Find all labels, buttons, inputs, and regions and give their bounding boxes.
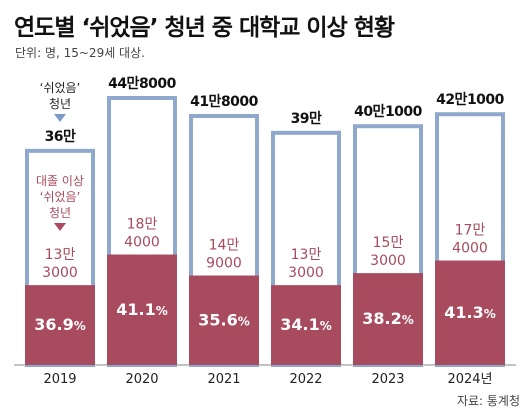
- share-label: 41.3%: [444, 303, 496, 322]
- share-value: 41.1: [116, 300, 155, 319]
- total-annotation-label: ‘쉬었음’: [40, 81, 81, 95]
- graduate-annotation-label: ‘쉬었음’: [40, 190, 81, 204]
- category-label: 2019: [43, 372, 76, 387]
- total-annotation-label: 청년: [49, 97, 71, 111]
- chart-title: 연도별 ‘쉬었음’ 청년 중 대학교 이상 현황: [14, 15, 395, 41]
- graduate-annotation-label: 청년: [49, 206, 71, 220]
- graduate-bar: [271, 285, 341, 365]
- share-unit: %: [238, 314, 250, 328]
- graduate-value-label: 4000: [124, 235, 160, 251]
- graduate-bar: [435, 260, 505, 365]
- graduate-annotation-label: 대졸 이상: [36, 174, 84, 188]
- graduate-value-label: 3000: [288, 265, 324, 281]
- share-label: 38.2%: [362, 309, 414, 328]
- graduate-value-label: 9000: [206, 256, 242, 272]
- graduate-bar: [353, 273, 423, 365]
- graduate-value-label: 15만: [373, 235, 404, 251]
- down-arrow-icon: [54, 223, 66, 231]
- graduate-value-label: 13만: [291, 247, 322, 263]
- category-label: 2021: [207, 372, 240, 387]
- share-unit: %: [484, 307, 496, 321]
- share-value: 34.1: [280, 315, 319, 334]
- share-unit: %: [320, 319, 332, 333]
- share-label: 35.6%: [198, 310, 250, 329]
- share-value: 36.9: [34, 315, 73, 334]
- chart-subtitle: 단위: 명, 15~29세 대상.: [15, 46, 145, 60]
- graduate-value-label: 13만: [45, 247, 76, 263]
- category-label: 2024년: [447, 372, 492, 387]
- share-value: 41.3: [444, 303, 483, 322]
- graduate-bar: [189, 275, 259, 365]
- total-value-label: 36만: [45, 129, 76, 145]
- share-label: 36.9%: [34, 315, 86, 334]
- graduate-value-label: 18만: [127, 217, 158, 233]
- total-value-label: 40만1000: [354, 104, 423, 120]
- share-unit: %: [156, 304, 168, 318]
- graduate-value-label: 14만: [209, 238, 240, 254]
- graduate-bar: [107, 254, 177, 365]
- graduate-value-label: 3000: [370, 253, 406, 269]
- category-label: 2020: [125, 372, 158, 387]
- total-value-label: 39만: [291, 111, 322, 127]
- category-label: 2022: [289, 372, 322, 387]
- graduate-value-label: 3000: [42, 265, 78, 281]
- graduate-value-label: 17만: [455, 223, 486, 239]
- share-unit: %: [402, 313, 414, 327]
- total-value-label: 42만1000: [436, 92, 505, 108]
- total-value-label: 41만8000: [190, 94, 259, 110]
- total-value-label: 44만8000: [108, 76, 177, 92]
- share-unit: %: [74, 319, 86, 333]
- graduate-value-label: 4000: [452, 241, 488, 257]
- share-value: 35.6: [198, 310, 237, 329]
- down-arrow-icon: [54, 114, 66, 122]
- source-note: 자료: 통계청: [456, 394, 520, 408]
- share-label: 41.1%: [116, 300, 168, 319]
- share-label: 34.1%: [280, 315, 332, 334]
- graduate-bar: [25, 285, 95, 365]
- category-label: 2023: [371, 372, 404, 387]
- share-value: 38.2: [362, 309, 401, 328]
